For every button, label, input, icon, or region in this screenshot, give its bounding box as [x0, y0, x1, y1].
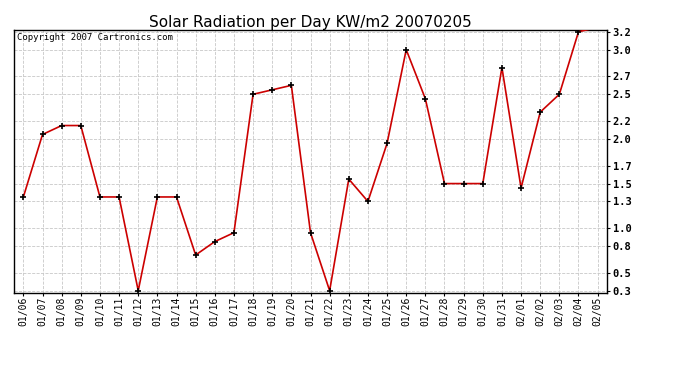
- Text: Copyright 2007 Cartronics.com: Copyright 2007 Cartronics.com: [17, 33, 172, 42]
- Text: Solar Radiation per Day KW/m2 20070205: Solar Radiation per Day KW/m2 20070205: [149, 15, 472, 30]
